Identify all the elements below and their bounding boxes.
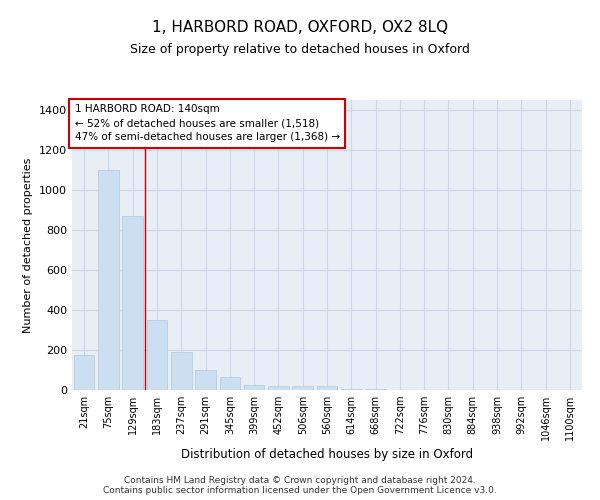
Text: 1, HARBORD ROAD, OXFORD, OX2 8LQ: 1, HARBORD ROAD, OXFORD, OX2 8LQ: [152, 20, 448, 35]
Bar: [365, 389, 386, 390]
Bar: [146, 320, 167, 390]
Bar: [122, 216, 143, 390]
Text: 1 HARBORD ROAD: 140sqm
← 52% of detached houses are smaller (1,518)
47% of semi-: 1 HARBORD ROAD: 140sqm ← 52% of detached…: [74, 104, 340, 142]
Bar: [317, 386, 337, 390]
X-axis label: Distribution of detached houses by size in Oxford: Distribution of detached houses by size …: [181, 448, 473, 462]
Text: Size of property relative to detached houses in Oxford: Size of property relative to detached ho…: [130, 42, 470, 56]
Bar: [195, 370, 216, 390]
Bar: [341, 389, 362, 390]
Y-axis label: Number of detached properties: Number of detached properties: [23, 158, 34, 332]
Bar: [74, 355, 94, 390]
Bar: [171, 352, 191, 390]
Bar: [244, 385, 265, 390]
Bar: [268, 386, 289, 390]
Bar: [292, 386, 313, 390]
Bar: [220, 377, 240, 390]
Text: Contains HM Land Registry data © Crown copyright and database right 2024.
Contai: Contains HM Land Registry data © Crown c…: [103, 476, 497, 495]
Bar: [98, 170, 119, 390]
